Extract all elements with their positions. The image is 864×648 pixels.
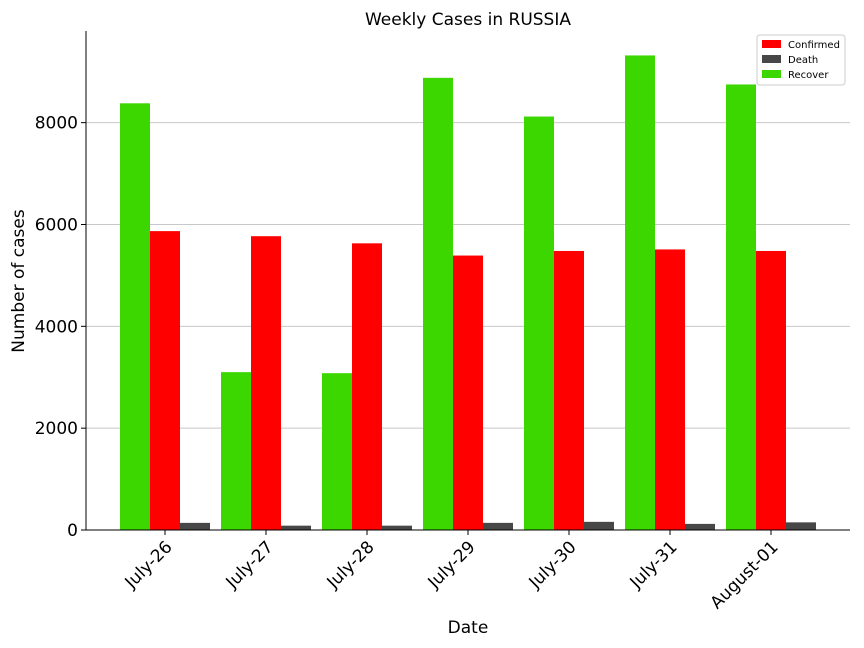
bar-confirmed-july-31 bbox=[655, 249, 685, 530]
x-tick-label: July-27 bbox=[222, 537, 278, 593]
bar-death-july-31 bbox=[685, 523, 715, 530]
legend-swatch-death bbox=[762, 55, 781, 63]
y-axis-label: Number of cases bbox=[9, 209, 29, 353]
x-tick-label: August-01 bbox=[707, 537, 783, 613]
bar-recover-july-31 bbox=[625, 55, 655, 530]
bar-confirmed-july-30 bbox=[554, 250, 584, 530]
legend-label-death: Death bbox=[788, 55, 818, 66]
bar-death-july-28 bbox=[382, 525, 412, 530]
x-tick-label: July-31 bbox=[626, 537, 682, 593]
x-tick-label: July-30 bbox=[525, 537, 581, 593]
bar-confirmed-august-01 bbox=[756, 250, 786, 530]
legend-swatch-confirmed bbox=[762, 40, 781, 48]
bar-confirmed-july-27 bbox=[251, 236, 281, 530]
chart-title: Weekly Cases in RUSSIA bbox=[365, 10, 571, 30]
bar-death-august-01 bbox=[786, 522, 816, 530]
x-tick-label: July-26 bbox=[121, 537, 177, 593]
legend: Confirmed Death Recover bbox=[756, 34, 846, 86]
x-tick-label: July-28 bbox=[323, 537, 379, 593]
y-ticks: 0 2000 4000 6000 8000 bbox=[35, 114, 86, 541]
y-tick-label: 8000 bbox=[35, 114, 78, 134]
x-tick-label: July-29 bbox=[424, 537, 480, 593]
x-ticks: July-26 July-27 July-28 July-29 July-30 July-… bbox=[121, 530, 783, 613]
bar-death-july-27 bbox=[281, 525, 311, 530]
bar-recover-august-01 bbox=[726, 84, 756, 530]
legend-label-confirmed: Confirmed bbox=[788, 40, 840, 51]
y-tick-label: 0 bbox=[67, 521, 78, 541]
bar-death-july-26 bbox=[180, 522, 210, 530]
y-tick-label: 4000 bbox=[35, 317, 78, 337]
bars bbox=[120, 55, 816, 531]
bar-confirmed-july-29 bbox=[453, 255, 483, 531]
bar-recover-july-29 bbox=[423, 77, 453, 530]
x-axis-label: Date bbox=[448, 618, 489, 638]
bar-confirmed-july-28 bbox=[352, 243, 382, 530]
bar-recover-july-26 bbox=[120, 103, 150, 531]
y-tick-label: 2000 bbox=[35, 419, 78, 439]
bar-recover-july-27 bbox=[221, 372, 251, 530]
bar-death-july-30 bbox=[584, 521, 614, 530]
bar-recover-july-28 bbox=[322, 373, 352, 530]
bar-death-july-29 bbox=[483, 522, 513, 530]
y-tick-label: 6000 bbox=[35, 215, 78, 235]
legend-swatch-recover bbox=[762, 70, 781, 78]
bar-recover-july-30 bbox=[524, 116, 554, 531]
legend-label-recover: Recover bbox=[788, 70, 829, 81]
bar-confirmed-july-26 bbox=[150, 231, 180, 530]
